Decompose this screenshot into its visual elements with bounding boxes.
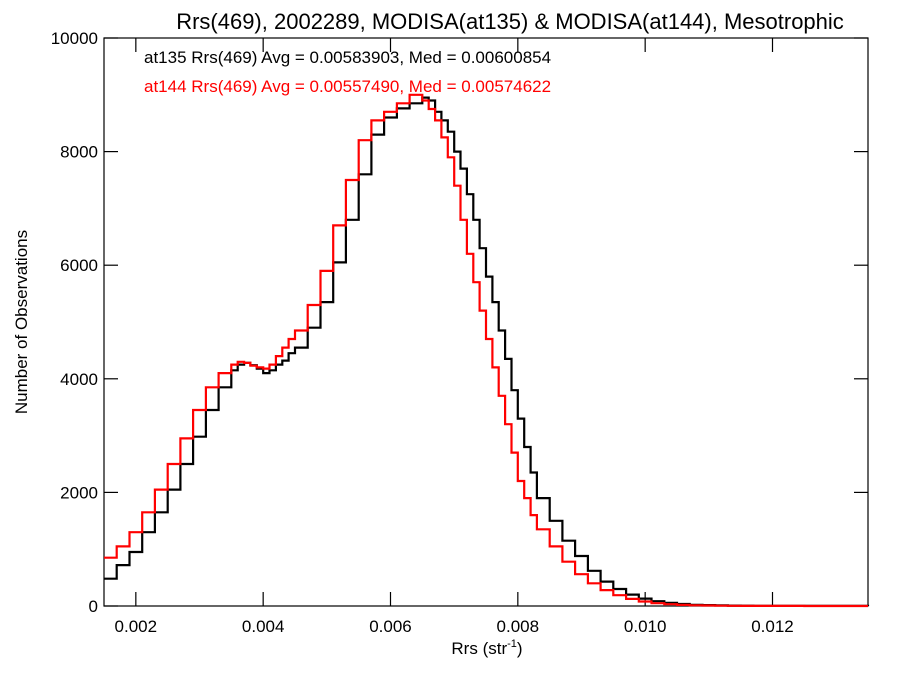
y-tick-label: 0: [89, 597, 98, 616]
x-axis-label-close: ): [517, 639, 523, 658]
annotation-at144: at144 Rrs(469) Avg = 0.00557490, Med = 0…: [144, 77, 551, 96]
x-tick-label: 0.010: [624, 617, 667, 636]
y-tick-label: 8000: [60, 143, 98, 162]
chart-title: Rrs(469), 2002289, MODISA(at135) & MODIS…: [176, 9, 844, 34]
series-layer: [104, 93, 870, 608]
x-axis-label: Rrs (str-1): [451, 638, 522, 658]
x-axis-label-main: Rrs (str: [451, 639, 507, 658]
plot-frame: [103, 37, 869, 607]
y-tick-label: 4000: [60, 370, 98, 389]
x-tick-label: 0.012: [751, 617, 794, 636]
y-axis: 0 2000 4000 6000 8000 10000: [51, 29, 868, 616]
y-tick-label: 6000: [60, 256, 98, 275]
x-tick-label: 0.002: [115, 617, 158, 636]
x-tick-label: 0.004: [242, 617, 285, 636]
y-tick-label: 2000: [60, 483, 98, 502]
x-tick-label: 0.006: [369, 617, 412, 636]
y-tick-label: 10000: [51, 29, 98, 48]
x-axis: 0.002 0.004 0.006 0.008 0.010 0.012: [115, 38, 794, 636]
series-line-at144: [104, 93, 868, 608]
y-axis-label: Number of Observations: [12, 230, 31, 414]
x-tick-label: 0.008: [497, 617, 540, 636]
annotation-at135: at135 Rrs(469) Avg = 0.00583903, Med = 0…: [144, 48, 551, 67]
x-axis-label-superscript: -1: [507, 638, 517, 650]
series-line-at135: [104, 96, 870, 607]
